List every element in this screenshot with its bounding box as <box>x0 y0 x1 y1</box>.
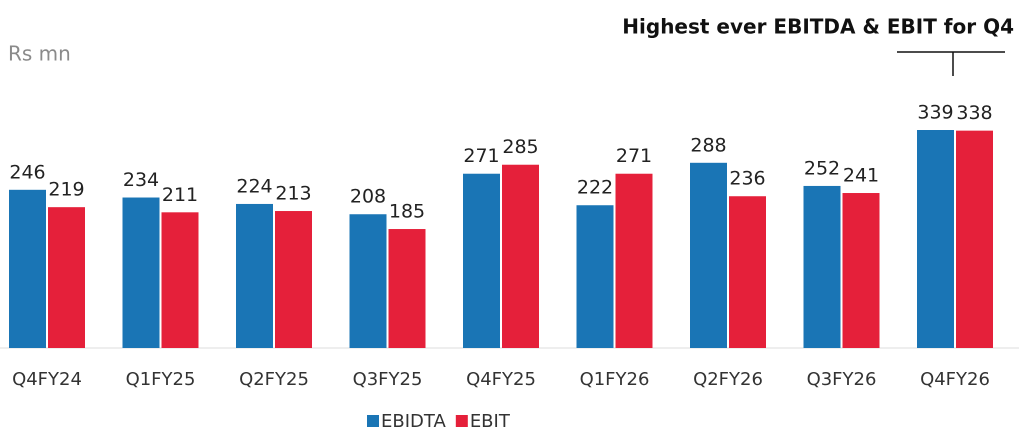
data-label: 185 <box>389 201 425 223</box>
bar <box>502 164 539 348</box>
x-tick-label: Q2FY25 <box>239 369 309 390</box>
data-label: 219 <box>48 179 84 201</box>
data-label: 246 <box>9 161 45 183</box>
x-tick-label: Q1FY25 <box>126 369 196 390</box>
bar <box>463 173 500 348</box>
bar <box>9 189 46 348</box>
bar <box>956 130 993 348</box>
bar <box>388 229 426 348</box>
data-label: 271 <box>616 145 652 167</box>
bar <box>236 203 273 348</box>
x-tick-label: Q4FY25 <box>466 369 536 390</box>
bar <box>349 214 387 348</box>
data-label: 338 <box>956 102 992 124</box>
bar <box>842 193 880 348</box>
data-label: 339 <box>917 102 953 124</box>
bar <box>275 211 312 348</box>
data-label: 285 <box>502 136 538 158</box>
bar <box>576 205 614 348</box>
x-tick-label: Q3FY26 <box>807 369 877 390</box>
x-tick-label: Q3FY25 <box>353 369 423 390</box>
bar <box>729 196 766 348</box>
data-label: 234 <box>123 169 159 191</box>
bar <box>803 185 841 348</box>
unit-label: Rs mn <box>8 42 71 66</box>
data-label: 222 <box>577 177 613 199</box>
x-tick-label: Q2FY26 <box>693 369 763 390</box>
data-label: 208 <box>350 186 386 208</box>
bar <box>615 173 653 348</box>
data-label: 224 <box>236 175 272 197</box>
data-label: 211 <box>162 184 198 206</box>
data-label: 213 <box>275 183 311 205</box>
x-tick-label: Q1FY26 <box>580 369 650 390</box>
legend-label: EBIDTA <box>381 411 446 432</box>
bar <box>690 162 727 348</box>
bar <box>917 130 954 348</box>
legend-swatch <box>367 415 379 427</box>
bar <box>122 197 160 348</box>
data-label: 236 <box>729 168 765 190</box>
annotation: Highest ever EBITDA & EBIT for Q4 <box>622 15 1014 39</box>
data-label: 252 <box>804 157 840 179</box>
bar <box>48 207 85 348</box>
legend-label: EBIT <box>470 411 511 432</box>
bar <box>161 212 199 348</box>
data-label: 271 <box>463 145 499 167</box>
x-tick-label: Q4FY24 <box>12 369 82 390</box>
legend-swatch <box>455 415 468 427</box>
data-label: 288 <box>690 134 726 156</box>
data-label: 241 <box>843 165 879 187</box>
x-tick-label: Q4FY26 <box>920 369 990 390</box>
